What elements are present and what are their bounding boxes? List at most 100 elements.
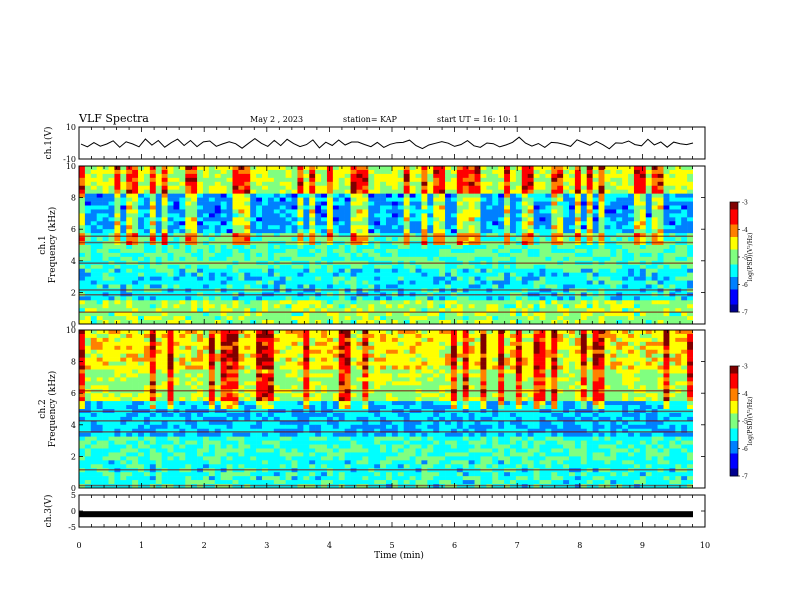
spectrogram-cell [315,185,322,190]
spectrogram-cell [563,193,570,198]
spectrogram-cell [321,353,328,358]
spectrogram-cell [267,280,275,285]
spectrogram-cell [262,272,269,277]
spectrogram-cell [179,233,186,238]
spectrogram-cell [244,284,251,289]
spectrogram-cell [79,296,86,301]
spectrogram-cell [498,353,505,358]
spectrogram-cell [173,209,180,214]
spectrogram-cell [114,296,121,301]
spectrogram-cell [504,330,511,335]
spectrogram-cell [262,333,269,339]
spectrogram-cell [79,201,86,206]
spectrogram-cell [681,316,688,321]
spectrogram-cell [250,320,257,325]
spectrogram-cell [332,320,340,325]
spectrogram-cell [332,225,340,230]
spectrogram-cell [285,197,292,202]
spectrogram-cell [79,173,86,179]
spectrogram-cell [492,166,499,171]
spectrogram-cell [244,320,251,325]
spectrogram-cell [214,320,221,325]
spectrogram-cell [344,345,351,351]
spectrogram-cell [326,245,334,250]
spectrogram-cell [226,353,233,358]
spectrogram-cell [687,225,694,230]
spectrogram-cell [445,349,452,354]
spectrogram-cell [539,209,546,214]
spectrogram-cell [409,177,416,183]
spectrogram-cell [90,177,98,183]
spectrogram-cell [279,173,286,179]
spectrogram-cell [338,217,345,222]
spectrogram-cell [238,245,245,250]
spectrogram-cell [285,300,292,305]
spectrogram-cell [250,197,257,202]
spectrogram-cell [586,304,593,309]
spectrogram-cell [96,353,103,358]
spectrogram-cell [267,296,275,301]
spectrogram-cell [515,217,523,222]
spectrogram-cell [167,189,174,194]
spectrogram-cell [108,205,115,210]
spectrogram-cell [592,177,599,183]
spectrogram-cell [468,189,475,194]
spectrogram-cell [580,197,588,202]
spectrogram-cell [580,300,588,305]
spectrogram-cell [409,357,416,362]
spectrogram-cell [143,264,151,269]
spectrogram-cell [291,229,298,234]
spectrogram-cell [285,296,292,301]
spectrogram-cell [580,193,588,198]
spectrogram-cell [256,353,263,358]
spectrogram-cell [616,276,623,281]
spectrogram-cell [427,193,434,198]
spectrogram-cell [663,177,670,183]
spectrogram-cell [291,233,298,238]
spectrogram-cell [120,233,127,238]
spectrogram-cell [126,225,133,230]
spectrogram-cell [639,193,647,198]
spectrogram-cell [421,333,428,339]
spectrogram-cell [326,201,334,206]
spectrogram-cell [143,197,151,202]
spectrogram-cell [397,341,405,347]
spectrogram-cell [126,345,133,351]
spectrogram-cell [179,193,186,198]
spectrogram-cell [350,276,357,281]
spectrogram-cell [651,221,658,226]
spectrogram-cell [350,193,357,198]
spectrogram-cell [338,300,345,305]
spectrogram-cell [338,221,345,226]
spectrogram-cell [120,197,127,202]
spectrogram-cell [610,256,617,262]
spectrogram-cell [492,225,499,230]
spectrogram-cell [338,237,345,242]
spectrogram-cell [439,333,446,339]
spectrogram-cell [179,330,186,335]
spectrogram-cell [179,201,186,206]
spectrogram-cell [297,353,304,358]
spectrogram-cell [397,345,405,351]
spectrogram-cell [657,316,664,321]
spectrogram-cell [262,229,269,234]
spectrogram-cell [161,169,168,175]
spectrogram-cell [374,237,381,242]
spectrogram-cell [90,229,98,234]
spectrogram-cell [645,349,652,354]
spectrogram-cell [380,357,387,362]
spectrogram-cell [90,221,98,226]
spectrogram-cell [132,268,139,273]
spectrogram-cell [504,357,511,362]
spectrogram-cell [138,181,145,187]
spectrogram-cell [202,284,210,289]
spectrogram-cell [350,357,357,362]
spectrogram-cell [580,205,588,210]
spectrogram-cell [569,353,576,358]
spectrogram-cell [386,330,393,335]
spectrogram-cell [397,276,405,281]
spectrogram-cell [368,264,375,269]
spectrogram-cell [267,252,275,258]
spectrogram-cell [149,213,157,218]
spectrogram-cell [616,345,623,351]
